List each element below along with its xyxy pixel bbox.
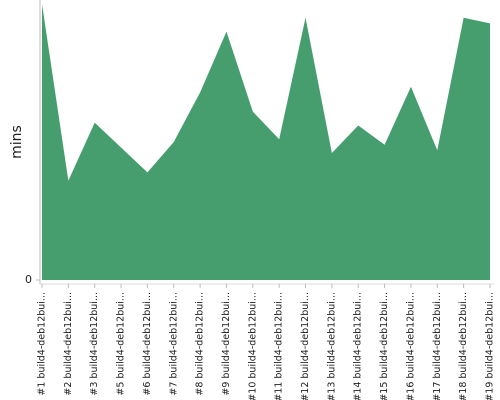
x-tick-label: #11 build4-deb12bui... <box>274 292 285 400</box>
x-tick-label: #13 build4-deb12bui... <box>326 292 337 400</box>
x-tick-label: #10 build4-deb12bui... <box>247 292 258 400</box>
x-tick-label: #5 build4-deb12bui... <box>116 292 127 396</box>
x-tick-label: #19 build4-deb12bui... <box>485 292 496 400</box>
x-tick-label: #14 build4-deb12bui... <box>353 292 364 400</box>
x-tick-label: #12 build4-deb12bui... <box>300 292 311 400</box>
x-tick-label: #1 build4-deb12bui... <box>37 292 48 396</box>
x-tick-label: #9 build4-deb12bui... <box>221 292 232 396</box>
x-tick-label: #2 build4-deb12bui... <box>63 292 74 396</box>
x-tick-label: #6 build4-deb12bui... <box>142 292 153 396</box>
y-axis-label: mins <box>9 125 25 159</box>
y-tick-label: 0 <box>25 273 32 286</box>
x-tick-label: #8 build4-deb12bui... <box>195 292 206 396</box>
x-tick-label: #3 build4-deb12bui... <box>89 292 100 396</box>
x-tick-label: #15 build4-deb12bui... <box>379 292 390 400</box>
x-tick-label: #7 build4-deb12bui... <box>168 292 179 396</box>
x-tick-label: #18 build4-deb12bui... <box>458 292 469 400</box>
area <box>42 4 490 280</box>
x-tick-label: #17 build4-deb12bui... <box>432 292 443 400</box>
x-tick-label: #16 build4-deb12bui... <box>405 292 416 400</box>
